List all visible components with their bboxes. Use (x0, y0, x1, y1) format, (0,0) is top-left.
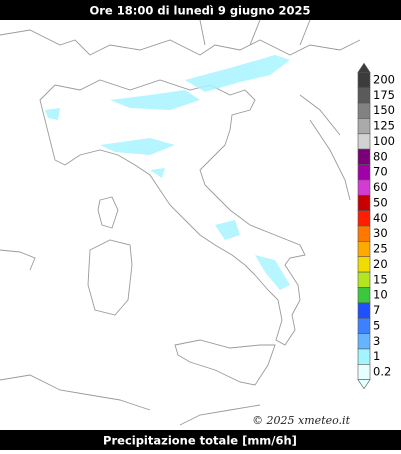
legend-swatch (357, 302, 371, 319)
legend-swatch (357, 348, 371, 365)
legend-label: 70 (373, 165, 388, 179)
legend-swatch (357, 287, 371, 304)
legend-swatch (357, 179, 371, 196)
legend-swatch (357, 271, 371, 288)
map-title: Ore 18:00 di lunedì 9 giugno 2025 (89, 4, 310, 18)
legend-title: Precipitazione totale [mm/6h] (103, 434, 297, 448)
legend-swatch (357, 225, 371, 242)
legend-label: 200 (373, 73, 395, 87)
legend-swatch (357, 164, 371, 181)
legend-label: 5 (373, 318, 380, 332)
legend-label: 80 (373, 149, 388, 163)
legend-swatch (357, 133, 371, 150)
legend-label: 30 (373, 226, 388, 240)
credit: © 2025 xmeteo.it (252, 414, 351, 427)
title-bar (0, 0, 401, 20)
legend-swatch (357, 317, 371, 334)
legend-arrow-bottom (357, 379, 371, 390)
legend-label: 125 (373, 119, 395, 133)
legend-label: 10 (373, 288, 388, 302)
legend-swatch (357, 72, 371, 88)
legend-label: 60 (373, 180, 388, 194)
legend-label: 0.2 (373, 365, 391, 379)
footer-bar (0, 430, 401, 450)
legend-swatch (357, 210, 371, 227)
legend-label: 1 (373, 349, 380, 363)
legend-label: 3 (373, 334, 380, 348)
legend-swatch (357, 256, 371, 273)
legend-label: 25 (373, 242, 388, 256)
legend-label: 150 (373, 103, 395, 117)
legend-swatch (357, 87, 371, 104)
legend-swatch (357, 148, 371, 165)
precipitation-areas (45, 55, 290, 290)
legend-label: 50 (373, 195, 388, 209)
legend-label: 100 (373, 134, 395, 148)
legend-swatch (357, 102, 371, 119)
legend-label: 7 (373, 303, 380, 317)
legend-label: 175 (373, 88, 395, 102)
legend-swatch (357, 118, 371, 135)
legend-label: 40 (373, 211, 388, 225)
legend-swatch (357, 194, 371, 211)
legend-label: 20 (373, 257, 388, 271)
legend-swatch (357, 364, 371, 380)
legend-label: 15 (373, 272, 388, 286)
legend-swatch (357, 333, 371, 350)
legend-swatch (357, 241, 371, 258)
map-outlines (0, 19, 361, 426)
